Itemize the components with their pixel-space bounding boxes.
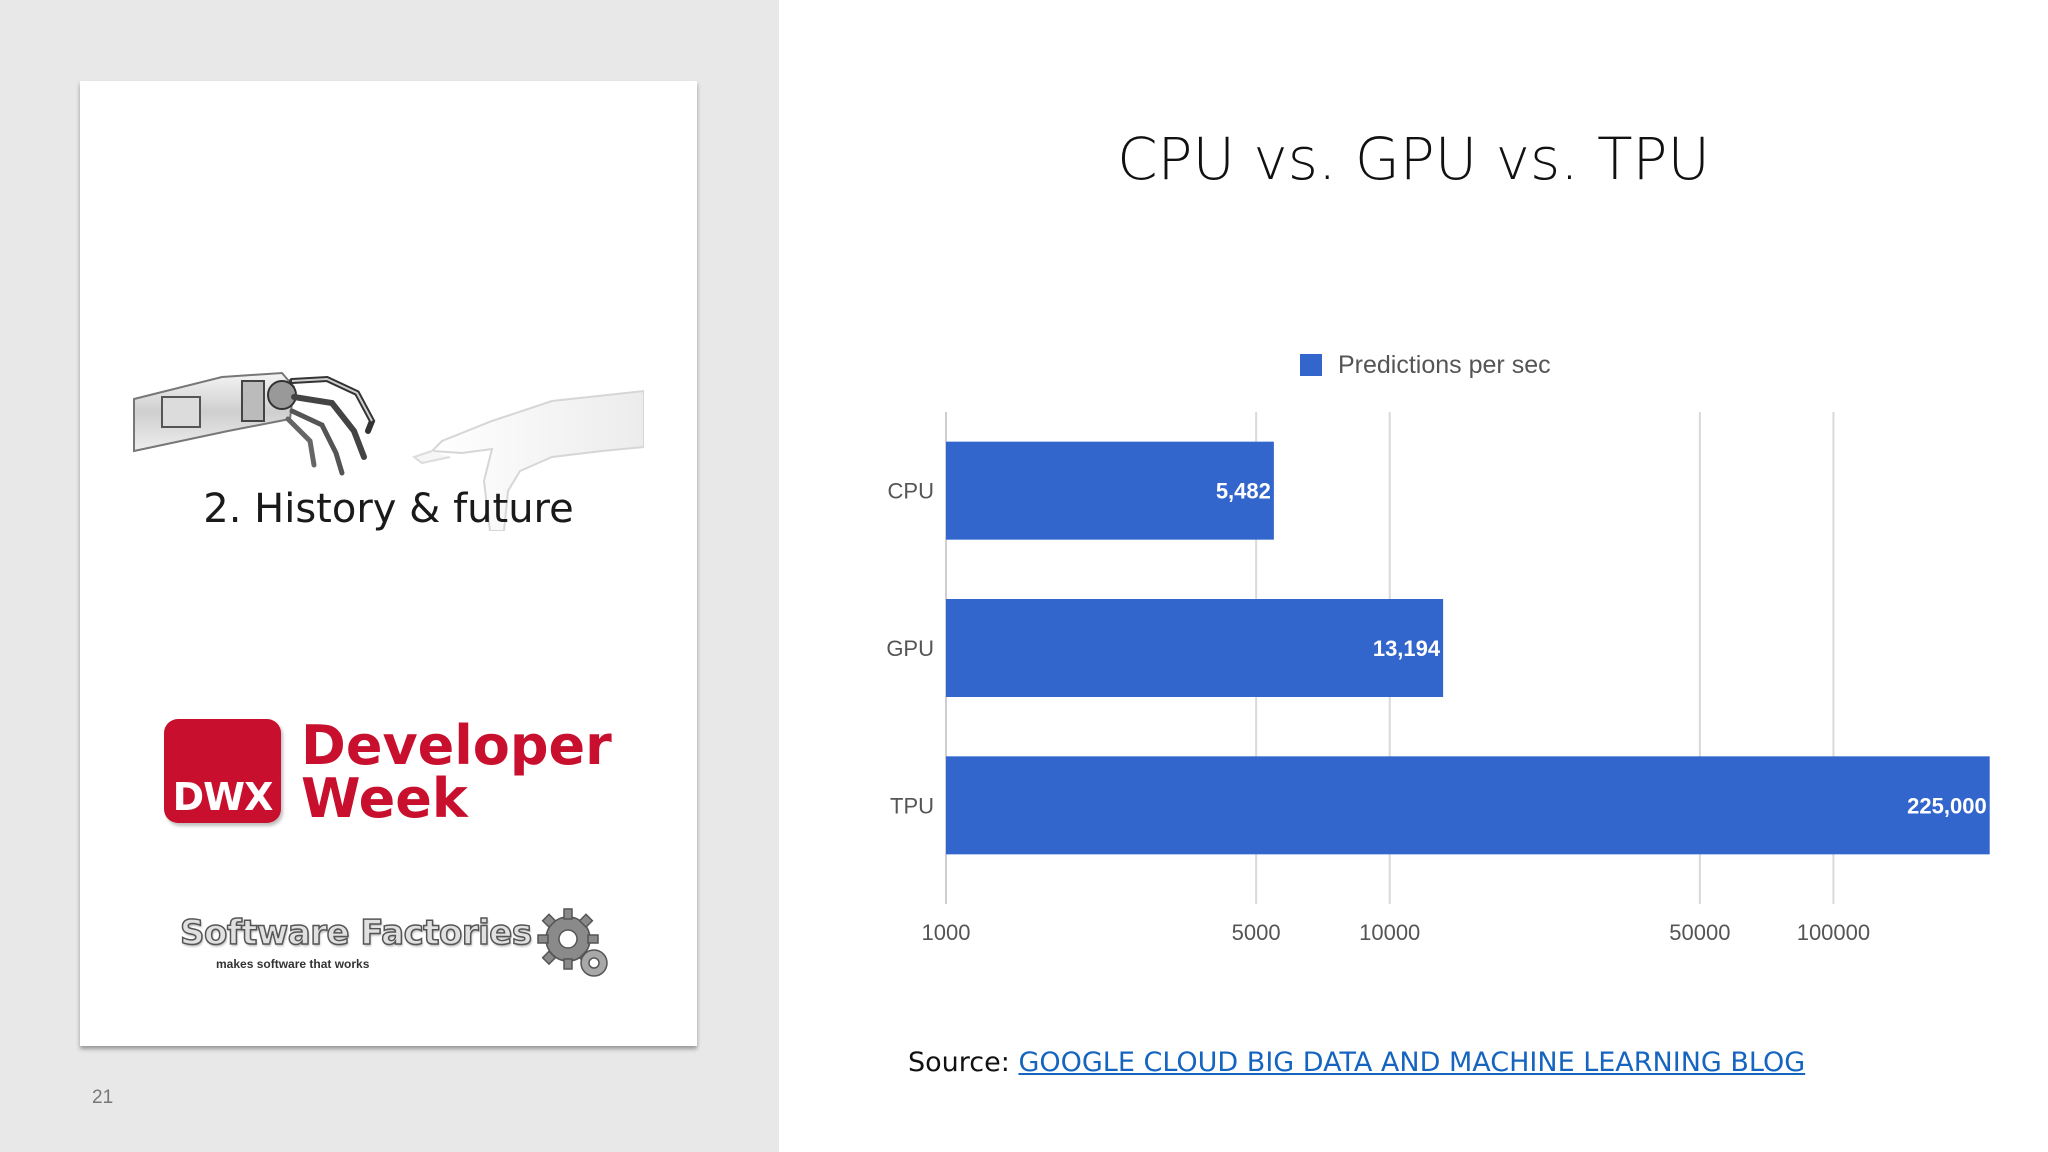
chart-bar bbox=[946, 599, 1444, 697]
robot-human-hands-image bbox=[133, 371, 644, 531]
chart-legend-swatch bbox=[1300, 354, 1322, 376]
chart-x-tick-label: 100000 bbox=[1797, 920, 1870, 945]
chart-bar bbox=[946, 441, 1274, 540]
developer-week-line1: Developer bbox=[301, 714, 612, 777]
chart-category-label: TPU bbox=[890, 793, 934, 818]
chart-x-tick-label: 5000 bbox=[1232, 920, 1281, 945]
gear-icon bbox=[537, 908, 608, 977]
source-label: Source: bbox=[908, 1047, 1010, 1078]
chart-data-label: 13,194 bbox=[1373, 636, 1441, 661]
chart-x-tick-label: 10000 bbox=[1359, 920, 1420, 945]
slide-title: CPU vs. GPU vs. TPU bbox=[1117, 125, 1710, 193]
chart-x-tick-label: 50000 bbox=[1669, 920, 1730, 945]
chart-x-tick-label: 1000 bbox=[922, 920, 971, 945]
chart-data-label: 5,482 bbox=[1216, 479, 1271, 504]
chart-category-labels: CPU GPU TPU bbox=[886, 479, 934, 819]
agenda-card: 2. History & future DWX Developer Week S… bbox=[80, 81, 697, 1046]
chart-bars: 5,482 13,194 225,000 bbox=[946, 441, 1990, 855]
section-title: 2. History & future bbox=[203, 486, 574, 532]
chart-data-label: 225,000 bbox=[1907, 793, 1987, 818]
software-factories-logo: Software Factories bbox=[179, 912, 533, 954]
software-factories-tagline: makes software that works bbox=[216, 957, 370, 971]
chart-category-label: GPU bbox=[886, 636, 934, 661]
chart-x-tick-labels: 1000 5000 10000 50000 100000 bbox=[922, 920, 1871, 945]
chart-bar bbox=[946, 756, 1990, 855]
dwx-logo: DWX bbox=[164, 719, 281, 823]
chart-legend: Predictions per sec bbox=[1300, 351, 1551, 379]
source-link[interactable]: GOOGLE CLOUD BIG DATA AND MACHINE LEARNI… bbox=[1018, 1047, 1806, 1078]
source-line: Source: GOOGLE CLOUD BIG DATA AND MACHIN… bbox=[908, 1047, 1805, 1078]
page-number: 21 bbox=[92, 1087, 114, 1108]
developer-week-line2: Week bbox=[301, 767, 468, 830]
dwx-badge-text: DWX bbox=[172, 775, 274, 819]
left-panel: 2. History & future DWX Developer Week S… bbox=[0, 0, 779, 1152]
chart-legend-label: Predictions per sec bbox=[1338, 351, 1551, 379]
chart-category-label: CPU bbox=[888, 479, 934, 504]
